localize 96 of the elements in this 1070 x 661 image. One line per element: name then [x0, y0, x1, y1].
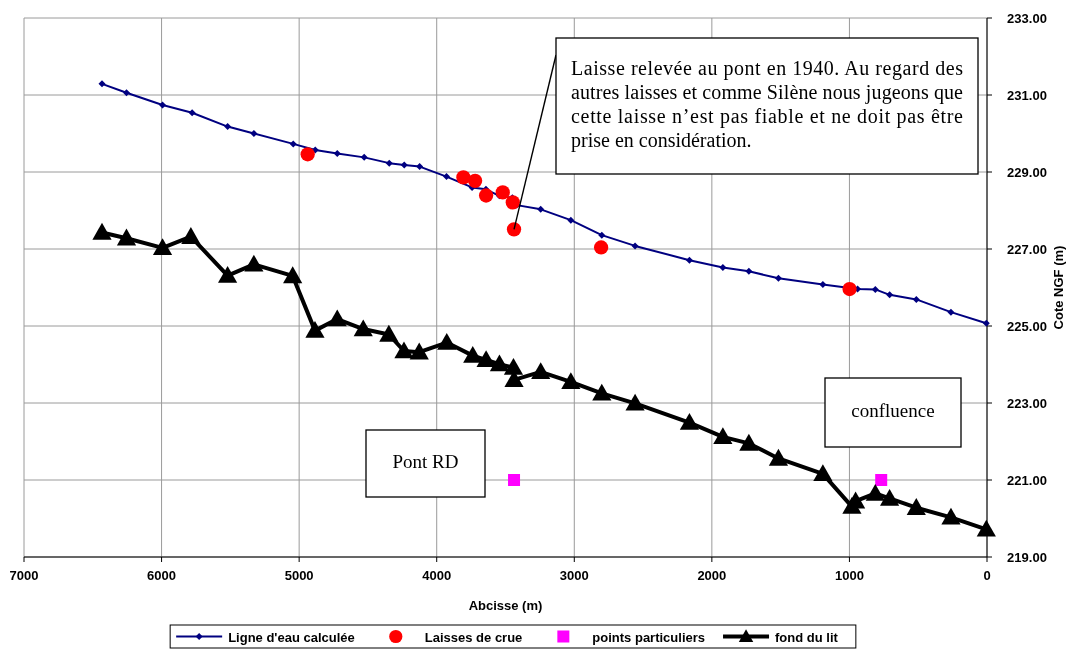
point [385, 159, 393, 167]
x-tick-label: 1000 [834, 568, 864, 583]
point [353, 319, 373, 337]
point [437, 332, 457, 350]
point [224, 123, 232, 131]
point [122, 89, 130, 97]
point [865, 483, 885, 501]
point [598, 231, 606, 239]
point [631, 242, 639, 250]
point [495, 185, 510, 200]
point [875, 474, 888, 486]
x-tick-label: 2000 [697, 568, 727, 583]
point [394, 341, 414, 359]
point [300, 147, 315, 162]
point [333, 150, 341, 158]
point [685, 256, 693, 264]
point [98, 80, 106, 88]
point [508, 474, 521, 486]
point [713, 427, 733, 445]
point [218, 265, 238, 283]
point [92, 222, 112, 240]
point [152, 238, 173, 256]
point [886, 291, 894, 299]
point [561, 372, 581, 390]
point [567, 216, 575, 224]
y-axis-title: Cote NGF (m) [1051, 245, 1066, 330]
x-tick-label: 0 [983, 568, 991, 583]
point [768, 448, 789, 466]
point [813, 464, 833, 482]
y-tick-label: 227.00 [1007, 242, 1047, 257]
point [416, 163, 424, 171]
point [505, 195, 520, 210]
legend-label: points particuliers [592, 629, 706, 645]
point [774, 274, 782, 282]
point [467, 173, 483, 189]
point [463, 346, 483, 363]
point [400, 161, 408, 169]
y-tick-label: 233.00 [1007, 11, 1047, 26]
point [289, 140, 297, 148]
point [739, 433, 759, 451]
point [506, 222, 522, 237]
point [476, 350, 496, 368]
point [283, 266, 303, 284]
point [531, 362, 551, 380]
point [442, 173, 450, 181]
legend-label: Ligne d'eau calculée [228, 629, 355, 645]
point [880, 488, 900, 506]
point [250, 130, 258, 137]
legend-label: Laisses de crue [424, 629, 523, 645]
point [976, 519, 996, 537]
x-tick-label: 7000 [9, 568, 39, 583]
point [819, 280, 827, 288]
point [745, 267, 753, 275]
y-tick-label: 231.00 [1007, 88, 1047, 103]
x-tick-label: 5000 [284, 568, 314, 583]
point [846, 491, 866, 509]
y-tick-label: 223.00 [1007, 396, 1047, 411]
point [941, 507, 961, 525]
point [244, 254, 264, 272]
point [871, 285, 879, 293]
legend-label: fond du lit [775, 629, 839, 645]
point [906, 498, 926, 515]
point [842, 281, 857, 297]
point [188, 109, 196, 117]
point [478, 188, 494, 203]
point [456, 170, 471, 185]
point [947, 308, 955, 316]
point [679, 413, 700, 430]
point [116, 228, 137, 246]
y-tick-label: 229.00 [1007, 165, 1047, 180]
point [503, 357, 524, 375]
point [982, 319, 990, 327]
y-tick-label: 225.00 [1007, 319, 1047, 334]
point [489, 354, 510, 372]
point [379, 324, 399, 342]
point [360, 153, 368, 161]
x-tick-label: 4000 [422, 568, 452, 583]
point [327, 309, 347, 327]
annotation: Pont RD [392, 451, 459, 473]
point [181, 227, 201, 244]
x-tick-label: 3000 [559, 568, 589, 583]
point [537, 205, 545, 213]
point [159, 101, 167, 109]
annotation: confluence [851, 400, 935, 422]
point [719, 263, 727, 271]
point [409, 342, 429, 360]
x-axis-title: Abcisse (m) [468, 598, 543, 613]
point [305, 321, 325, 338]
point [912, 295, 920, 303]
x-tick-label: 6000 [147, 568, 177, 583]
y-tick-label: 219.00 [1007, 550, 1047, 565]
point [593, 240, 609, 255]
y-tick-label: 221.00 [1007, 473, 1047, 488]
point [592, 383, 612, 401]
point [625, 393, 645, 411]
annotation: Laisse relevée au pont en 1940. Au regard des autres laisses et comme Silène nous jugeons que cette laisse n’est pas fiable et ne doit pas être prise en considération. [571, 57, 964, 152]
